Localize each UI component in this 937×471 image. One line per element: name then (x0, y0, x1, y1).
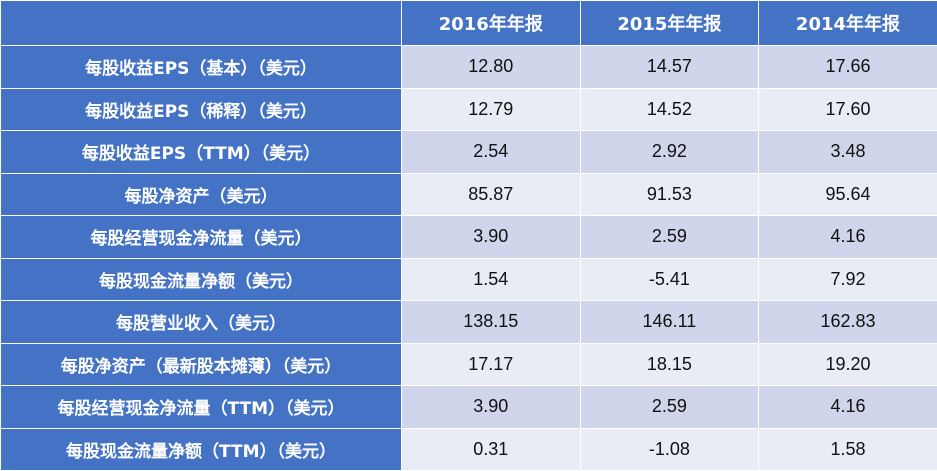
table-row: 每股营业收入（美元） 138.15 146.11 162.83 (1, 301, 937, 344)
cell-value: 95.64 (759, 173, 937, 216)
table-row: 每股收益EPS（基本）（美元） 12.80 14.57 17.66 (1, 46, 937, 89)
cell-value: -5.41 (580, 258, 759, 301)
row-label: 每股现金流量净额（美元） (1, 258, 402, 301)
table-row: 每股收益EPS（稀释）（美元） 12.79 14.52 17.60 (1, 88, 937, 131)
cell-value: 2.59 (580, 386, 759, 429)
cell-value: 17.60 (759, 88, 937, 131)
cell-value: 17.66 (759, 46, 937, 89)
cell-value: 4.16 (759, 386, 937, 429)
table-row: 每股现金流量净额（美元） 1.54 -5.41 7.92 (1, 258, 937, 301)
row-label: 每股经营现金净流量（美元） (1, 216, 402, 259)
table-row: 每股经营现金净流量（美元） 3.90 2.59 4.16 (1, 216, 937, 259)
cell-value: 1.58 (759, 428, 937, 471)
row-label: 每股现金流量净额（TTM）（美元） (1, 428, 402, 471)
column-header-2016: 2016年年报 (402, 1, 581, 46)
cell-value: -1.08 (580, 428, 759, 471)
row-label: 每股收益EPS（TTM）（美元） (1, 131, 402, 174)
column-header-2014: 2014年年报 (759, 1, 937, 46)
cell-value: 3.48 (759, 131, 937, 174)
table-header: 2016年年报 2015年年报 2014年年报 (1, 1, 937, 46)
cell-value: 7.92 (759, 258, 937, 301)
cell-value: 138.15 (402, 301, 581, 344)
cell-value: 1.54 (402, 258, 581, 301)
cell-value: 146.11 (580, 301, 759, 344)
table-row: 每股经营现金净流量（TTM）（美元） 3.90 2.59 4.16 (1, 386, 937, 429)
cell-value: 17.17 (402, 343, 581, 386)
cell-value: 4.16 (759, 216, 937, 259)
table-body: 每股收益EPS（基本）（美元） 12.80 14.57 17.66 每股收益EP… (1, 46, 937, 471)
row-label: 每股营业收入（美元） (1, 301, 402, 344)
cell-value: 18.15 (580, 343, 759, 386)
cell-value: 14.52 (580, 88, 759, 131)
table-row: 每股净资产（最新股本摊薄）（美元） 17.17 18.15 19.20 (1, 343, 937, 386)
row-label: 每股收益EPS（基本）（美元） (1, 46, 402, 89)
cell-value: 3.90 (402, 216, 581, 259)
cell-value: 2.59 (580, 216, 759, 259)
cell-value: 2.54 (402, 131, 581, 174)
row-label: 每股收益EPS（稀释）（美元） (1, 88, 402, 131)
cell-value: 3.90 (402, 386, 581, 429)
cell-value: 91.53 (580, 173, 759, 216)
header-corner-cell (1, 1, 402, 46)
cell-value: 14.57 (580, 46, 759, 89)
cell-value: 12.80 (402, 46, 581, 89)
cell-value: 0.31 (402, 428, 581, 471)
table-row: 每股收益EPS（TTM）（美元） 2.54 2.92 3.48 (1, 131, 937, 174)
cell-value: 2.92 (580, 131, 759, 174)
cell-value: 19.20 (759, 343, 937, 386)
column-header-2015: 2015年年报 (580, 1, 759, 46)
row-label: 每股净资产（美元） (1, 173, 402, 216)
cell-value: 85.87 (402, 173, 581, 216)
header-row: 2016年年报 2015年年报 2014年年报 (1, 1, 937, 46)
cell-value: 12.79 (402, 88, 581, 131)
row-label: 每股经营现金净流量（TTM）（美元） (1, 386, 402, 429)
cell-value: 162.83 (759, 301, 937, 344)
table-row: 每股净资产（美元） 85.87 91.53 95.64 (1, 173, 937, 216)
table-row: 每股现金流量净额（TTM）（美元） 0.31 -1.08 1.58 (1, 428, 937, 471)
row-label: 每股净资产（最新股本摊薄）（美元） (1, 343, 402, 386)
